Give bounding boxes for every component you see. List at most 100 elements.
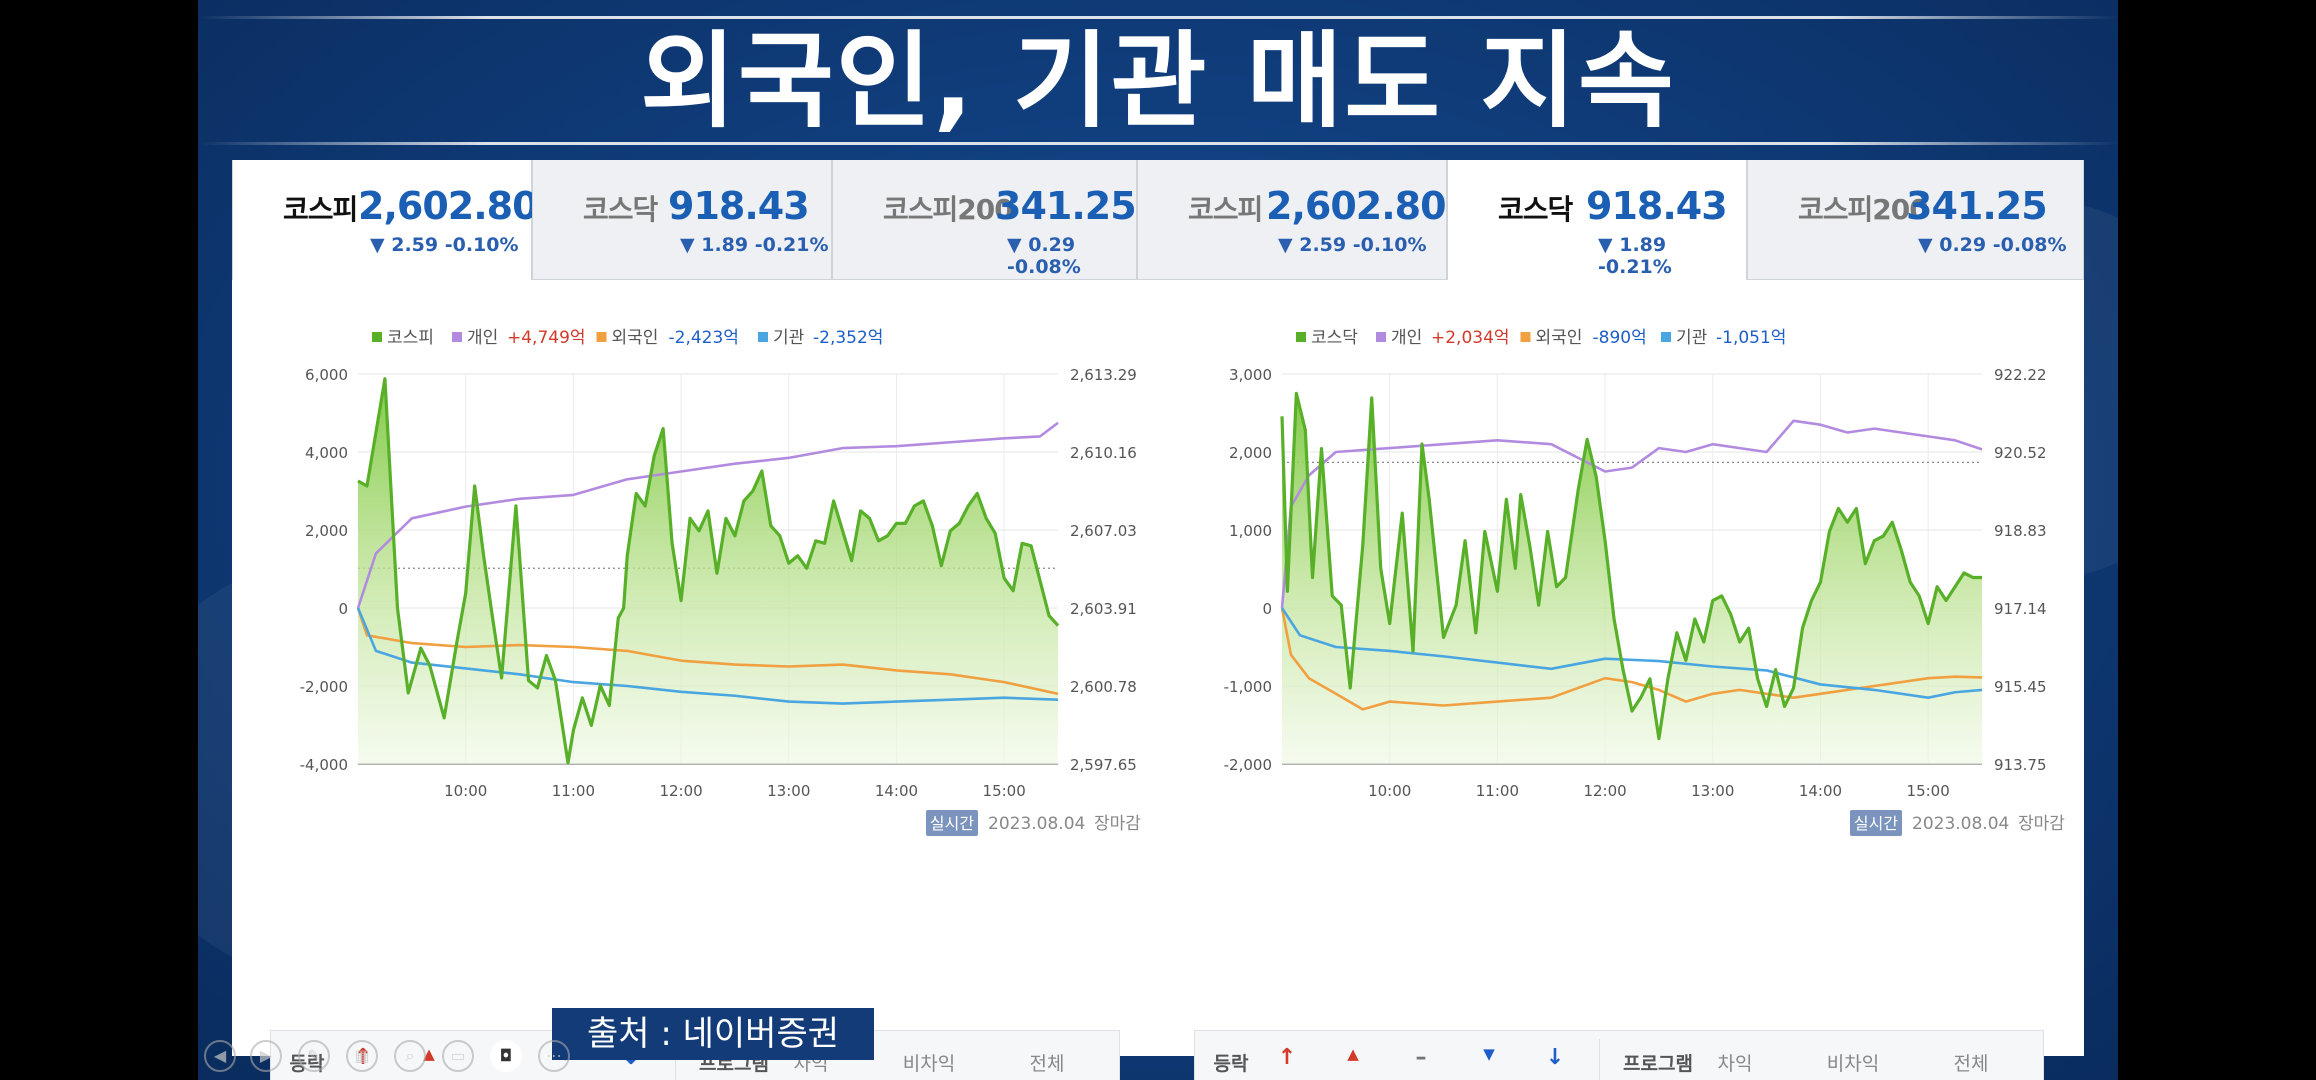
- pen-tool-icon[interactable]: ✎: [298, 1040, 330, 1072]
- summary-divider: [1599, 1039, 1600, 1080]
- legend-label: 개인: [1391, 328, 1422, 348]
- y-right-tick-label: 920.52: [1994, 444, 2047, 462]
- next-slide-button[interactable]: ▶: [250, 1040, 282, 1072]
- legend-swatch: [1296, 332, 1306, 342]
- tab-index-value: 2,602.80: [1266, 184, 1447, 228]
- legend-swatch: [596, 332, 607, 342]
- legend-value: -1,051억: [1716, 328, 1786, 348]
- legend-swatch: [1661, 332, 1671, 342]
- x-tick-label: 11:00: [552, 782, 595, 800]
- source-caption: 출처 : 네이버증권: [552, 1008, 874, 1060]
- x-tick-label: 11:00: [1476, 782, 1519, 800]
- legend-swatch: [1376, 332, 1386, 342]
- y-right-tick-label: 917.14: [1994, 600, 2047, 618]
- updown-symbol: ▲: [423, 1045, 435, 1063]
- tab-index-change: ▼ 1.89 -0.21%: [680, 234, 829, 256]
- y-right-tick-label: 918.83: [1994, 522, 2047, 540]
- y-right-tick-label: 913.75: [1994, 756, 2047, 774]
- program-column-header: 비차익: [902, 1053, 956, 1075]
- index-tab[interactable]: 코스닥 918.43 ▼ 1.89 -0.21%: [1447, 160, 1747, 280]
- tab-index-change: ▼ 0.29 -0.08%: [1918, 234, 2067, 256]
- program-column-header: 비차익: [1826, 1053, 1880, 1075]
- index-tab[interactable]: 코스피200 341.25 ▼ 0.29 -0.08%: [832, 160, 1137, 280]
- y-left-tick-label: 0: [1262, 600, 1272, 618]
- camera-icon[interactable]: ◘: [490, 1040, 522, 1072]
- x-tick-label: 10:00: [444, 782, 487, 800]
- x-tick-label: 13:00: [767, 782, 810, 800]
- legend-label: 코스닥: [1311, 328, 1358, 348]
- tab-index-name: 코스피200: [1798, 193, 1929, 226]
- title-bottom-rule: [198, 142, 2118, 145]
- realtime-badge: [1850, 810, 1902, 836]
- updown-symbol: –: [1415, 1045, 1427, 1070]
- y-left-tick-label: 2,000: [1229, 444, 1272, 462]
- index-tab[interactable]: 코스피 2,602.80 ▼ 2.59 -0.10%: [232, 160, 539, 280]
- zoom-icon[interactable]: ⌕: [394, 1040, 426, 1072]
- chart-date: 2023.08.04: [988, 814, 1085, 834]
- legend-label: 개인: [467, 328, 498, 348]
- y-left-tick-label: 4,000: [305, 444, 348, 462]
- series-line-individual: [1280, 419, 1983, 609]
- x-tick-label: 10:00: [1368, 782, 1411, 800]
- previous-slide-button[interactable]: ◀: [204, 1040, 236, 1072]
- kosdaq-summary-table: 등락종목↑4▲872–75▼641↓0프로그램매매동향차익-33억비차익-869…: [1194, 1030, 2044, 1080]
- realtime-badge-label: 실시간: [1854, 814, 1898, 833]
- updown-symbol: ▲: [1347, 1045, 1359, 1063]
- index-tab[interactable]: 코스피 2,602.80 ▼ 2.59 -0.10%: [1137, 160, 1447, 280]
- x-tick-label: 12:00: [1583, 782, 1626, 800]
- legend-swatch: [452, 332, 462, 342]
- y-right-tick-label: 2,613.29: [1070, 366, 1137, 384]
- program-label: 프로그램: [1623, 1053, 1693, 1075]
- series-line-index: [1280, 391, 1982, 741]
- x-tick-label: 15:00: [1907, 782, 1950, 800]
- program-column-header: 차익: [1717, 1053, 1753, 1075]
- kospi-investor-chart: 6,000 4,000 2,000 0 -2,000 -4,000 2,613.29 2,61…: [300, 328, 1141, 836]
- market-status: 장마감: [2018, 814, 2065, 834]
- legend-label: 기관: [1676, 328, 1707, 348]
- y-right-tick-label: 2,607.03: [1070, 522, 1137, 540]
- x-tick-label: 15:00: [983, 782, 1026, 800]
- more-options-icon[interactable]: ⋯: [538, 1040, 570, 1072]
- summary-label-updown: 등락: [1213, 1053, 1249, 1075]
- program-column-header: 전체: [1953, 1053, 1989, 1075]
- index-tab[interactable]: 코스닥 918.43 ▼ 1.89 -0.21%: [532, 160, 832, 280]
- legend-swatch: [1520, 332, 1531, 342]
- y-right-tick-label: 2,597.65: [1070, 756, 1137, 774]
- index-tab[interactable]: 코스피200 341.25 ▼ 0.29 -0.08%: [1747, 160, 2084, 280]
- index-area: [1282, 393, 1982, 764]
- tab-index-name: 코스피: [283, 193, 358, 226]
- legend-swatch: [758, 332, 768, 342]
- y-left-tick-label: 2,000: [305, 522, 348, 540]
- series-line-institution: [1280, 607, 1983, 700]
- y-left-tick-label: -2,000: [300, 678, 348, 696]
- realtime-badge-label: 실시간: [930, 814, 974, 833]
- legend-value: +4,749억: [507, 328, 586, 348]
- x-tick-label: 12:00: [659, 782, 702, 800]
- y-right-tick-label: 922.22: [1994, 366, 2047, 384]
- tab-index-name: 코스피200: [883, 193, 1014, 226]
- realtime-badge: [926, 810, 978, 836]
- legend-value: -2,423억: [669, 328, 739, 348]
- y-left-tick-label: 1,000: [1229, 522, 1272, 540]
- legend-label: 코스피: [387, 328, 434, 348]
- index-area: [358, 378, 1058, 764]
- legend-value: -890억: [1593, 328, 1647, 348]
- tab-index-change: ▼ 2.59 -0.10%: [1278, 234, 1427, 256]
- subtitles-icon[interactable]: ▭: [442, 1040, 474, 1072]
- title-top-rule: [198, 16, 2118, 19]
- y-left-tick-label: 3,000: [1229, 366, 1272, 384]
- all-slides-icon[interactable]: ▦: [346, 1040, 378, 1072]
- y-right-tick-label: 2,610.16: [1070, 444, 1137, 462]
- updown-symbol: ↑: [1277, 1045, 1297, 1070]
- x-tick-label: 14:00: [875, 782, 918, 800]
- legend-value: -2,352억: [813, 328, 883, 348]
- tab-index-name: 코스닥: [583, 193, 658, 226]
- series-line-index: [357, 377, 1060, 765]
- x-tick-label: 14:00: [1799, 782, 1842, 800]
- series-line-foreign: [356, 607, 1059, 696]
- chart-date: 2023.08.04: [1912, 814, 2009, 834]
- tab-index-value: 2,602.80: [358, 184, 539, 228]
- legend-swatch: [372, 332, 382, 342]
- y-left-tick-label: 6,000: [305, 366, 348, 384]
